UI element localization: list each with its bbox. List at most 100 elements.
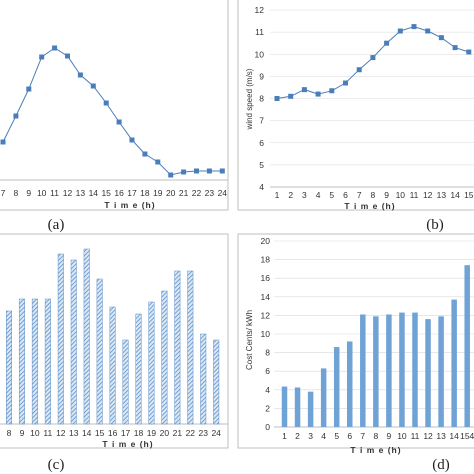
panel-d-bar xyxy=(347,341,353,427)
panel-d-xtick-label: 14 xyxy=(449,431,459,441)
panel-c-xtick-label: 21 xyxy=(173,428,183,438)
panel-d-xtick-label: 12 xyxy=(423,431,433,441)
panel-d-ytick-label: 6 xyxy=(265,366,270,376)
panel-d-bar xyxy=(451,299,457,427)
panel-d-xtick-label: 154 xyxy=(460,431,474,441)
panel-a-xtick-label: 22 xyxy=(192,188,202,198)
panel-b-xtick-label: 9 xyxy=(384,190,389,200)
panel-c-bar xyxy=(200,333,207,425)
panel-b-ytick-label: 7 xyxy=(259,116,264,126)
panel-b-xtick-label: 10 xyxy=(396,190,406,200)
panel-a-xtick-label: 20 xyxy=(166,188,176,198)
panel-c-bar xyxy=(161,290,168,425)
panel-c-bar xyxy=(83,248,90,425)
panel-c-label: (c) xyxy=(48,457,65,473)
panel-a-xtick-label: 14 xyxy=(89,188,99,198)
panel-b-point xyxy=(329,88,335,94)
panel-c-bar xyxy=(44,298,51,425)
panel-b-point xyxy=(370,55,376,61)
panel-b-xtick-label: 8 xyxy=(371,190,376,200)
panel-a-xtick-label: 23 xyxy=(205,188,215,198)
panel-d-ytick-label: 2 xyxy=(265,403,270,413)
panel-b-point xyxy=(425,28,431,34)
panel-a-point xyxy=(142,151,148,157)
panel-d-bar xyxy=(333,347,340,427)
panel-b-ytick-label: 8 xyxy=(259,94,264,104)
panel-d-bar xyxy=(294,387,301,427)
panel-d-xtick-label: 3 xyxy=(308,431,313,441)
panel-b-xlabel: T i m e (h) xyxy=(344,201,395,211)
panel-b-xtick-label: 5 xyxy=(329,190,334,200)
panel-d-xtick-label: 1 xyxy=(282,431,287,441)
panel-c-bar xyxy=(96,278,103,425)
panel-d-bar xyxy=(425,319,431,427)
panel-d-xtick-label: 8 xyxy=(373,431,378,441)
panel-c-xtick-label: 9 xyxy=(20,428,25,438)
panel-d-bar xyxy=(373,316,379,427)
panel-a-xtick-label: 15 xyxy=(101,188,111,198)
panel-c-frame xyxy=(0,233,229,449)
panel-b-ytick-label: 5 xyxy=(259,160,264,170)
panel-a-xtick-label: 16 xyxy=(114,188,124,198)
panel-d-ytick-label: 16 xyxy=(261,273,271,283)
panel-a-xtick-label: 19 xyxy=(153,188,163,198)
panel-b-point xyxy=(288,93,294,99)
panel-c-xtick-label: 22 xyxy=(186,428,196,438)
panel-a: 7 8 9 10 11 12 13 14 15 16 17 18 19 20 21 22 23 24 T i m … xyxy=(0,45,228,233)
panel-d-ylabel: Cost Cents/ kWh xyxy=(245,310,254,370)
panel-a-point xyxy=(168,172,174,178)
panel-d-xtick-label: 9 xyxy=(387,431,392,441)
panel-a-xlabel: T i m e (h) xyxy=(104,200,155,210)
panel-b-point xyxy=(356,67,362,73)
panel-d-ytick-label: 0 xyxy=(265,422,270,432)
panel-c-bar xyxy=(70,259,77,425)
panel-a-xtick-label: 8 xyxy=(14,188,19,198)
panel-a-xtick-label: 24 xyxy=(218,188,228,198)
panel-a-xtick-label: 21 xyxy=(179,188,189,198)
panel-c-xlabel: T i m e (h) xyxy=(102,439,153,449)
panel-b-xtick-label: 4 xyxy=(316,190,321,200)
panel-b-xtick-label: 6 xyxy=(343,190,348,200)
panel-c-bar xyxy=(18,298,25,425)
panel-d-bar xyxy=(399,312,405,427)
panel-d-ytick-label: 12 xyxy=(261,310,271,320)
panel-b-point xyxy=(274,96,280,101)
panel-b-xtick-label: 13 xyxy=(437,190,447,200)
panel-d-ytick-label: 4 xyxy=(265,385,270,395)
panel-c-xtick-label: 17 xyxy=(121,428,131,438)
panel-c-xtick-label: 23 xyxy=(199,428,209,438)
panel-a-point xyxy=(103,100,109,106)
panel-a-point xyxy=(155,159,161,165)
panel-d-bar xyxy=(386,314,392,427)
panel-c-bar xyxy=(31,298,38,425)
panel-c-xtick-label: 8 xyxy=(7,428,12,438)
panel-c-xtick-label: 14 xyxy=(82,428,92,438)
panel-a-point xyxy=(194,168,199,174)
panel-c-xtick-label: 19 xyxy=(147,428,157,438)
panel-c-xtick-label: 18 xyxy=(134,428,144,438)
panel-a-xtick-label: 11 xyxy=(50,188,59,198)
panel-a-xtick-label: 7 xyxy=(1,188,6,198)
panel-b-ytick-label: 6 xyxy=(259,138,264,148)
panel-b-frame xyxy=(237,0,474,211)
panel-b-ytick-label: 4 xyxy=(259,182,264,192)
panel-a-label: (a) xyxy=(48,217,65,233)
panel-a-frame xyxy=(0,0,229,211)
panel-c-xtick-label: 12 xyxy=(56,428,66,438)
panel-d-xtick-label: 7 xyxy=(360,431,365,441)
panel-d-bar xyxy=(307,391,314,427)
panel-a-point xyxy=(77,72,83,78)
panel-b-xtick-label: 7 xyxy=(357,190,362,200)
panel-d-bar xyxy=(464,265,470,427)
panel-d-bar xyxy=(281,386,288,427)
panel-a-point xyxy=(52,45,58,51)
panel-a-point xyxy=(219,168,225,174)
panel-d-ytick-label: 18 xyxy=(261,255,271,265)
panel-c-bar xyxy=(187,270,194,425)
panel-a-point xyxy=(0,139,6,145)
panel-c-xtick-label: 20 xyxy=(160,428,170,438)
panel-a-xtick-label: 18 xyxy=(140,188,150,198)
panel-c: 8 9 10 11 12 13 14 15 16 17 18 19 20 21 22 23 24 T i m e… xyxy=(0,248,228,473)
